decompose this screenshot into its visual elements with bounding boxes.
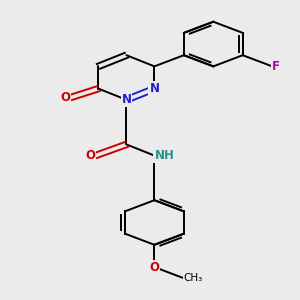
Text: O: O xyxy=(85,149,95,162)
Text: N: N xyxy=(122,93,131,106)
Text: N: N xyxy=(149,82,159,95)
Text: NH: NH xyxy=(154,149,174,162)
Text: CH₃: CH₃ xyxy=(184,273,203,283)
Text: O: O xyxy=(149,261,159,274)
Text: F: F xyxy=(272,60,280,73)
Text: O: O xyxy=(61,91,70,104)
